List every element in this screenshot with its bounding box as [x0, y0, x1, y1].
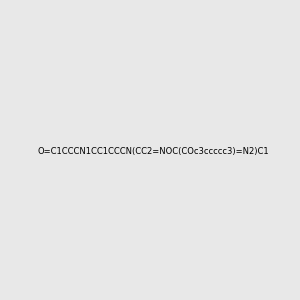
Text: O=C1CCCN1CC1CCCN(CC2=NOC(COc3ccccc3)=N2)C1: O=C1CCCN1CC1CCCN(CC2=NOC(COc3ccccc3)=N2)…: [38, 147, 270, 156]
